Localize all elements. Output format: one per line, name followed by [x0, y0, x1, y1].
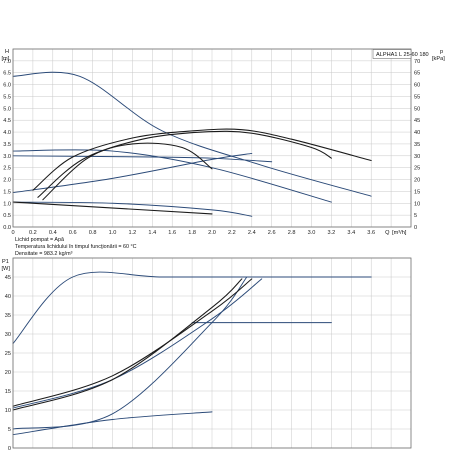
top-xtick-16: 3.2 [328, 230, 336, 236]
top-ytick-6: 3.0 [3, 154, 11, 160]
bottom-ytick-4: 20 [5, 370, 11, 376]
top-series-0 [12, 71, 372, 197]
top-xtick-6: 1.2 [129, 230, 137, 236]
top-y2tick-0: 0 [414, 225, 417, 231]
bottom-ytick-7: 35 [5, 313, 11, 319]
top-chart-tick-labels: 0.0 0.5 1.0 1.5 2.0 2.5 3.0 3.5 4.0 4.5 5.0 5.5 6.0 6… [3, 59, 420, 236]
bottom-series-0 [12, 271, 372, 344]
top-y2tick-6: 30 [414, 154, 420, 160]
top-xtick-10: 2.0 [208, 230, 216, 236]
top-y2tick-4: 20 [414, 178, 420, 184]
top-ytick-7: 3.5 [3, 142, 11, 148]
bottom-ytick-1: 5 [8, 427, 11, 433]
bottom-ytick-3: 15 [5, 389, 11, 395]
top-y2tick-8: 40 [414, 130, 420, 136]
top-xtick-4: 0.8 [89, 230, 97, 236]
top-ytick-11: 5.5 [3, 94, 11, 100]
info-line-liquid: Lichid pompat = Apă [15, 237, 64, 243]
top-xtick-2: 0.4 [49, 230, 57, 236]
top-series-2 [12, 155, 273, 163]
top-chart-frame [12, 48, 412, 228]
top-xtick-3: 0.6 [69, 230, 77, 236]
top-y2tick-14: 70 [414, 59, 420, 65]
top-y2tick-11: 55 [414, 94, 420, 100]
top-ytick-14: 7.0 [3, 59, 11, 65]
top-chart-series [12, 71, 372, 217]
top-y2tick-10: 50 [414, 106, 420, 112]
top-ytick-8: 4.0 [3, 130, 11, 136]
top-xtick-15: 3.0 [308, 230, 316, 236]
bottom-ytick-8: 40 [5, 294, 11, 300]
top-ytick-4: 2.0 [3, 178, 11, 184]
top-xtick-1: 0.2 [29, 230, 37, 236]
top-xtick-13: 2.6 [268, 230, 276, 236]
top-y2tick-13: 65 [414, 71, 420, 77]
top-xtick-7: 1.4 [148, 230, 156, 236]
bottom-chart-grid [12, 257, 411, 449]
top-axis-unit-right: [kPa] [432, 56, 445, 62]
bottom-series-3 [12, 276, 248, 430]
top-y2tick-1: 5 [414, 213, 417, 219]
top-axis-letter-right: p [440, 49, 443, 55]
bottom-ytick-0: 0 [8, 446, 11, 450]
top-ytick-13: 6.5 [3, 71, 11, 77]
info-line-density: Densitate = 983.2 kg/m³ [15, 251, 73, 257]
top-series-1 [12, 149, 332, 203]
top-ytick-2: 1.0 [3, 201, 11, 207]
chart-title-box [372, 49, 412, 59]
bottom-ytick-9: 45 [5, 275, 11, 281]
top-xtick-0: 0 [11, 230, 14, 236]
bottom-ytick-6: 30 [5, 332, 11, 338]
top-y2tick-3: 15 [414, 189, 420, 195]
top-series-3 [12, 201, 253, 217]
bottom-axis-unit: [W] [2, 266, 11, 272]
top-axis-letter-left: H [5, 49, 9, 55]
info-line-temperature: Temperatura lichidului în timpul funcţio… [15, 244, 137, 250]
bottom-series-2 [12, 278, 263, 409]
top-xtick-5: 1.0 [109, 230, 117, 236]
top-ytick-9: 4.5 [3, 118, 11, 124]
bottom-ytick-5: 25 [5, 351, 11, 357]
top-ytick-0: 0.0 [3, 225, 11, 231]
top-ytick-1: 0.5 [3, 213, 11, 219]
top-ytick-10: 5.0 [3, 106, 11, 112]
top-xtick-12: 2.4 [248, 230, 256, 236]
top-series-4 [12, 201, 213, 215]
top-xtick-9: 1.8 [188, 230, 196, 236]
top-xtick-11: 2.2 [228, 230, 236, 236]
bottom-series-4 [12, 411, 213, 436]
top-series-8 [42, 142, 213, 201]
top-y2tick-12: 60 [414, 83, 420, 89]
bottom-axis-letter: P1 [2, 259, 9, 265]
top-chart-grid [12, 48, 411, 228]
top-xtick-18: 3.6 [367, 230, 375, 236]
top-xtick-14: 2.8 [288, 230, 296, 236]
top-ytick-12: 6.0 [3, 83, 11, 89]
bottom-chart-series [12, 271, 372, 436]
top-axis-unit-left: [m] [2, 56, 10, 62]
top-series-6 [32, 128, 372, 191]
top-axis-letter-x: Q [385, 230, 390, 236]
bottom-series-5 [12, 278, 253, 407]
top-y2tick-2: 10 [414, 201, 420, 207]
top-y2tick-9: 45 [414, 118, 420, 124]
top-ytick-5: 2.5 [3, 166, 11, 172]
bottom-chart-tick-labels: 0 5 10 15 20 25 30 35 40 45 [5, 275, 11, 450]
top-ytick-3: 1.5 [3, 189, 11, 195]
top-series-5 [12, 152, 253, 194]
bottom-ytick-2: 10 [5, 408, 11, 414]
bottom-chart-frame [12, 257, 412, 449]
top-axis-unit-x: [m³/h] [392, 230, 407, 236]
bottom-series-6 [12, 278, 243, 411]
chart-title: ALPHA1 L 25-60 180 [376, 52, 429, 58]
top-xtick-17: 3.4 [347, 230, 355, 236]
top-y2tick-7: 35 [414, 142, 420, 148]
top-xtick-8: 1.6 [168, 230, 176, 236]
top-y2tick-5: 25 [414, 166, 420, 172]
top-series-7 [37, 130, 332, 198]
